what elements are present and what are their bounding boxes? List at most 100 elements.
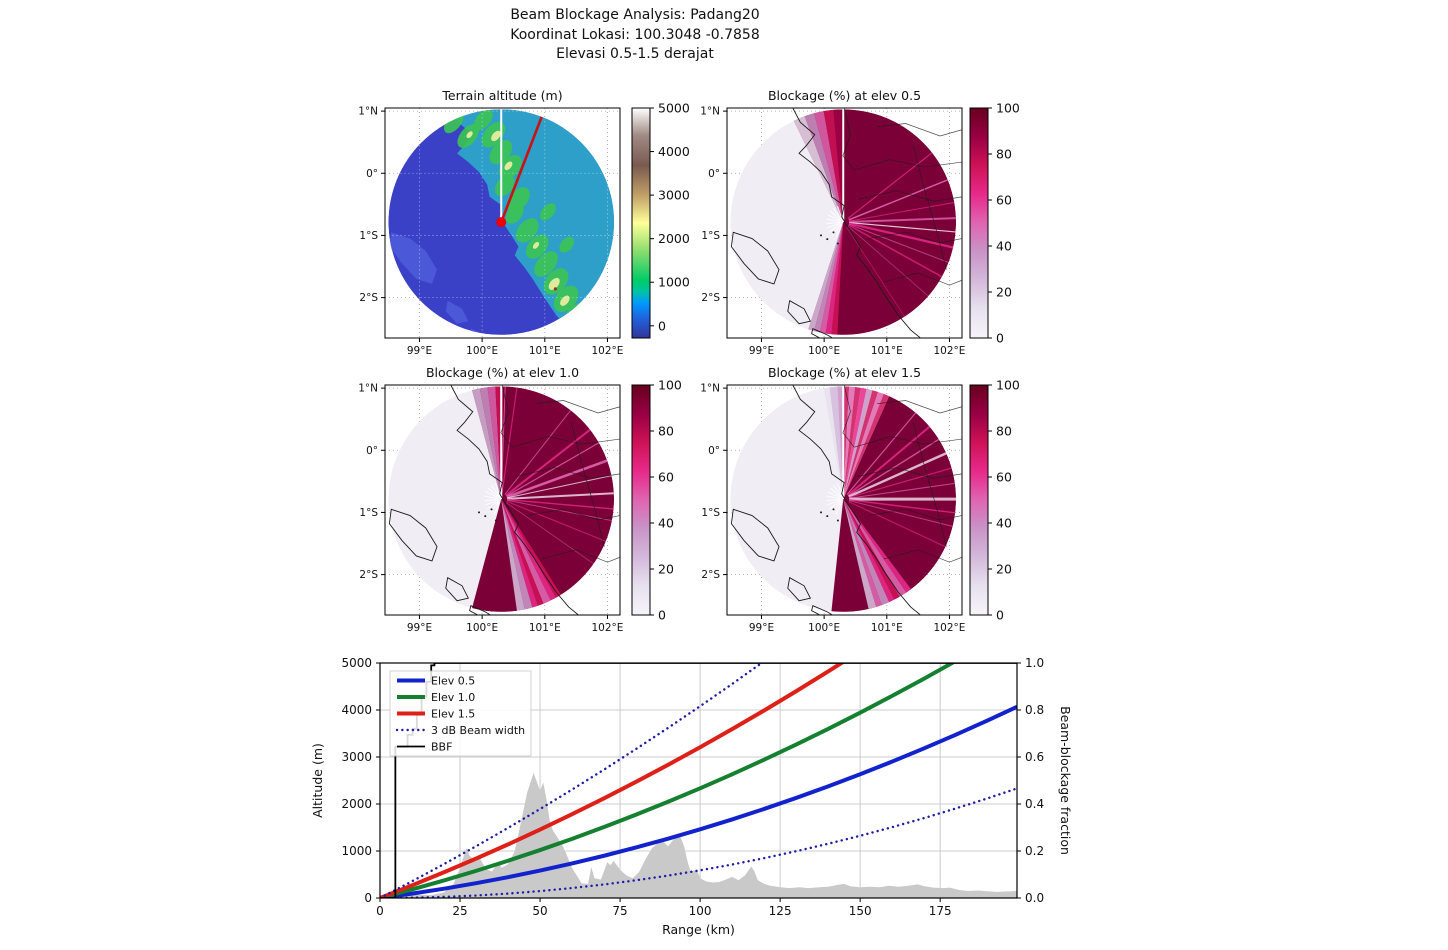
x-tick-label: 25: [452, 904, 467, 918]
y-tick-label-right: 1.0: [1025, 656, 1044, 670]
near-radar-streak: [833, 207, 842, 220]
coastline: [792, 385, 922, 615]
small-island-dot: [836, 242, 839, 245]
partial-blockage-wedge: [501, 499, 533, 610]
blockage-streak: [506, 459, 608, 499]
small-island-dot: [820, 234, 822, 237]
ridge-blob: [540, 203, 556, 221]
near-radar-streak: [827, 222, 841, 229]
near-radar-streak: [831, 501, 842, 513]
small-island-dot: [478, 511, 480, 514]
partial-blockage-wedge: [843, 499, 900, 600]
y-tick-label: 0°: [366, 445, 378, 457]
colorbar-tick-label: 80: [658, 424, 674, 439]
x-tick-label: 102°E: [591, 345, 623, 357]
small-island-dot: [826, 515, 829, 518]
ridge-blob: [575, 318, 595, 335]
blockage-streak: [849, 222, 956, 233]
blockage-streak: [848, 467, 952, 499]
near-radar-streak: [829, 210, 842, 221]
colorbar-tick-label: 0: [658, 318, 666, 333]
x-tick-label: 75: [612, 904, 627, 918]
series-elev-0-5: [380, 704, 1017, 898]
profile-chart: 0 25 50 75 100 125 150 175 0 1000 2000 3000 4000 5000…: [310, 656, 1073, 937]
blockage-streak: [849, 482, 956, 499]
admin-boundary: [877, 400, 962, 414]
figure-subtitle-elevations: Elevasi 0.5-1.5 derajat: [556, 46, 714, 62]
axes-frame: [379, 662, 1018, 899]
partial-blockage-wedge: [501, 499, 562, 598]
colorbar-tick-label: 5000: [658, 101, 690, 116]
y-tick-label: 1°N: [700, 383, 720, 395]
x-tick-label: 99°E: [407, 622, 432, 634]
coastline: [450, 385, 580, 615]
blockage-streak: [846, 226, 906, 317]
x-tick-label: 99°E: [749, 622, 774, 634]
blockage-streak: [847, 438, 940, 497]
small-island-dot: [826, 238, 829, 241]
near-radar-streak: [485, 499, 499, 506]
series-3-db-beam-width-upper-: [380, 663, 764, 898]
blockage-streak: [849, 217, 957, 223]
x-tick-label: 102°E: [933, 622, 965, 634]
ridge-blob: [505, 204, 524, 224]
blockage-streak: [501, 387, 518, 494]
colorbar-tick-label: 4000: [658, 144, 690, 159]
figure-subtitle-coordinates: Koordinat Lokasi: 100.3048 -0.7858: [510, 26, 760, 43]
near-radar-streak: [484, 498, 499, 502]
small-island-dot: [484, 515, 487, 518]
partial-blockage-wedge: [843, 386, 850, 500]
y-tick-label: 1°S: [359, 230, 378, 242]
island-outline: [730, 231, 780, 285]
y-tick-label: 0°: [708, 445, 720, 457]
near-radar-streak: [489, 501, 500, 513]
y-tick-label: 2°S: [359, 292, 378, 304]
partial-blockage-wedge: [833, 109, 844, 223]
colorbar-tick-label: 2000: [658, 231, 690, 246]
y-tick-label-left: 5000: [341, 656, 372, 670]
legend-label: 3 dB Beam width: [431, 724, 525, 737]
coastline: [792, 108, 922, 338]
legend-label: Elev 1.5: [431, 708, 475, 721]
blockage-streak: [506, 442, 600, 497]
island-outline: [787, 300, 812, 325]
island: [389, 232, 438, 284]
partial-blockage-wedge: [501, 499, 538, 608]
peak-dot: [553, 287, 558, 291]
y-tick-label-right: 0.6: [1025, 750, 1044, 764]
ridge-blob: [515, 218, 539, 243]
blockage-streak: [848, 452, 947, 498]
x-tick-label: 100°E: [466, 622, 498, 634]
y-tick-label: 1°N: [358, 383, 378, 395]
admin-boundary: [883, 272, 962, 286]
y-tick-label-left: 0: [364, 891, 372, 905]
y-tick-label: 0°: [366, 168, 378, 180]
near-radar-streak: [493, 501, 501, 515]
terrain-profile-area: [380, 772, 1017, 898]
admin-boundary: [854, 436, 962, 448]
panel-title: Terrain altitude (m): [441, 88, 562, 103]
x-tick-label: 150: [849, 904, 872, 918]
near-radar-streak: [835, 224, 843, 238]
colorbar-tick-label: 100: [996, 101, 1020, 116]
island-outline: [787, 577, 812, 602]
admin-boundary: [912, 145, 947, 270]
x-axis-label: Range (km): [662, 922, 735, 937]
colorbar-tick-label: 100: [996, 378, 1020, 393]
colorbar-tick-label: 60: [996, 470, 1012, 485]
partial-blockage-wedge: [829, 386, 844, 500]
panel-title: Blockage (%) at elev 1.0: [426, 365, 579, 380]
colorbar-tick-label: 3000: [658, 188, 690, 203]
near-radar-streak: [487, 500, 500, 510]
small-island-dot: [836, 519, 839, 522]
partial-blockage-wedge: [479, 387, 502, 500]
colorbar: [631, 384, 651, 616]
small-island-dot: [820, 511, 822, 514]
partial-blockage-wedge: [843, 499, 890, 606]
partial-blockage-wedge: [843, 499, 907, 597]
cross-section-azimuth-line: [500, 116, 543, 223]
map-panel-blk05: Blockage (%) at elev 0.5 99°E 100°E 101°E 10…: [700, 88, 1020, 357]
admin-boundary: [858, 190, 962, 202]
